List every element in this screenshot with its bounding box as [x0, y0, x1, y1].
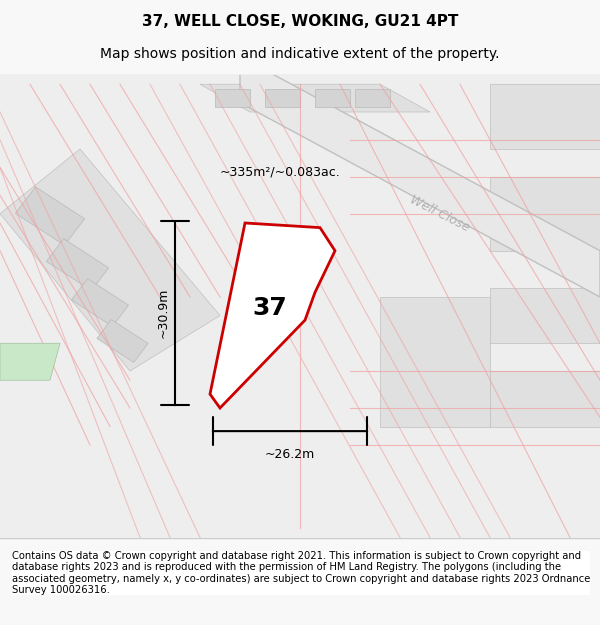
Bar — [71, 279, 128, 326]
Bar — [46, 239, 109, 291]
Text: Map shows position and indicative extent of the property.: Map shows position and indicative extent… — [100, 47, 500, 61]
Text: 37, WELL CLOSE, WOKING, GU21 4PT: 37, WELL CLOSE, WOKING, GU21 4PT — [142, 14, 458, 29]
Polygon shape — [490, 371, 600, 426]
Text: Contains OS data © Crown copyright and database right 2021. This information is : Contains OS data © Crown copyright and d… — [12, 551, 590, 596]
Polygon shape — [215, 89, 250, 107]
Bar — [16, 187, 85, 245]
Polygon shape — [315, 89, 350, 107]
Text: ~30.9m: ~30.9m — [157, 288, 170, 338]
Polygon shape — [490, 84, 600, 149]
Polygon shape — [240, 56, 600, 297]
Polygon shape — [200, 84, 430, 112]
Polygon shape — [380, 297, 490, 426]
Text: Well Close: Well Close — [408, 193, 472, 234]
Text: 37: 37 — [253, 296, 287, 320]
Polygon shape — [0, 343, 60, 380]
Polygon shape — [490, 177, 600, 251]
Text: ~335m²/~0.083ac.: ~335m²/~0.083ac. — [220, 166, 341, 179]
Bar — [97, 319, 148, 362]
Polygon shape — [490, 288, 600, 343]
Polygon shape — [0, 149, 220, 371]
Polygon shape — [210, 223, 335, 408]
Polygon shape — [265, 89, 300, 107]
Text: ~26.2m: ~26.2m — [265, 448, 315, 461]
Polygon shape — [355, 89, 390, 107]
